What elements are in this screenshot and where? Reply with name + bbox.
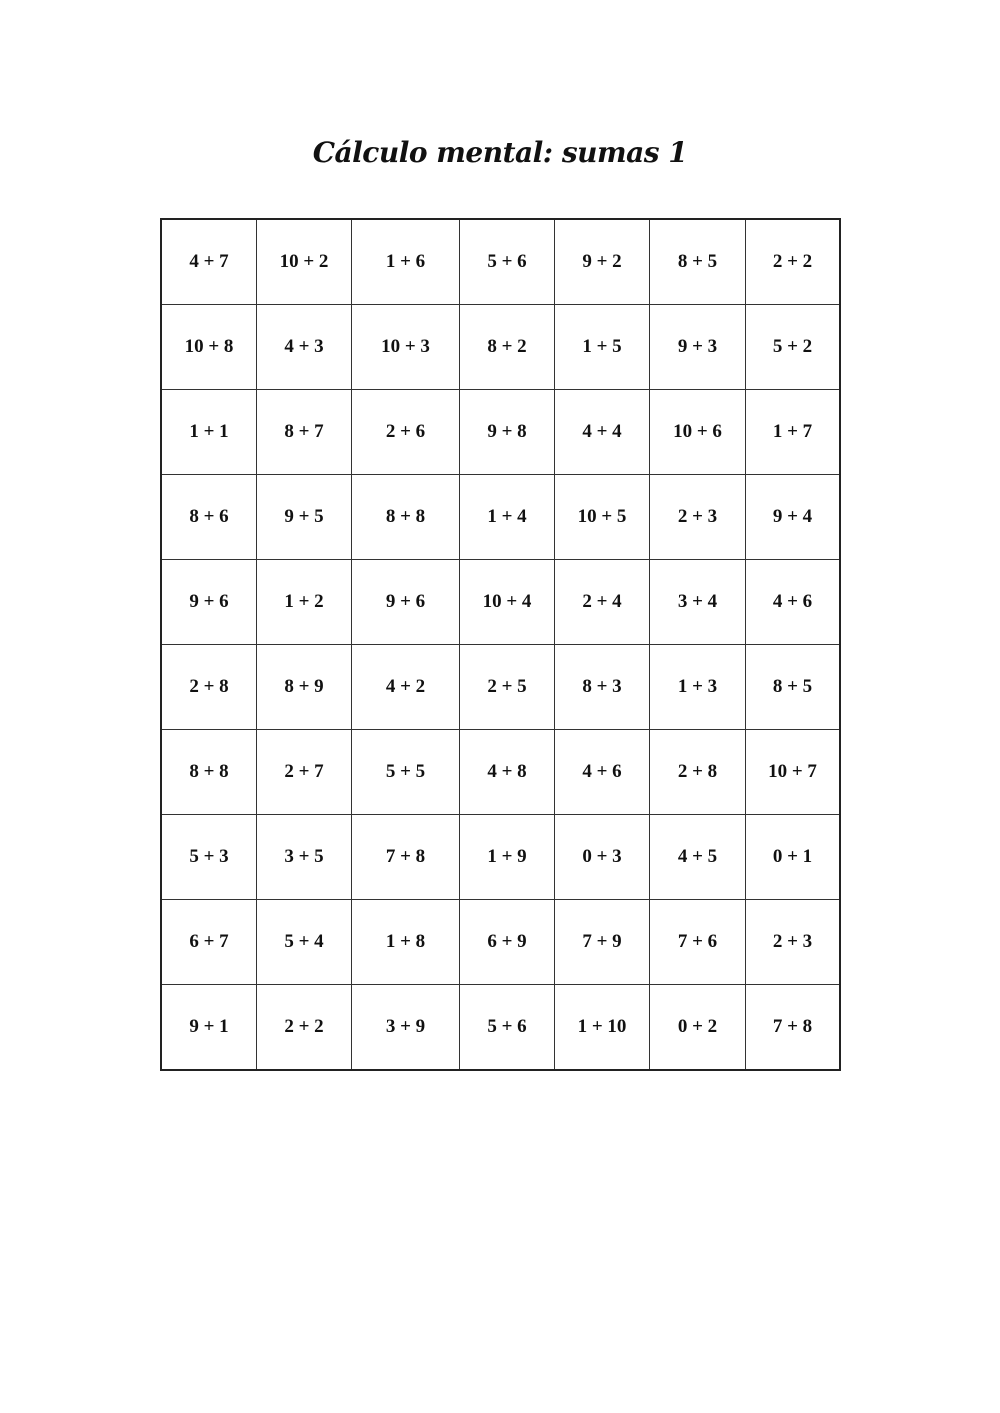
sum-cell: 1 + 5 — [554, 304, 650, 390]
sum-cell: 8 + 7 — [256, 389, 352, 475]
page-title: Cálculo mental: sumas 1 — [312, 136, 688, 169]
sum-cell: 9 + 2 — [554, 218, 650, 305]
sum-cell: 8 + 2 — [459, 304, 555, 390]
sum-cell: 1 + 1 — [160, 389, 257, 475]
sum-cell: 5 + 5 — [351, 729, 460, 815]
sum-cell: 5 + 3 — [160, 814, 257, 900]
sum-cell: 3 + 4 — [649, 559, 746, 645]
sum-cell: 4 + 5 — [649, 814, 746, 900]
sum-cell: 4 + 7 — [160, 218, 257, 305]
sum-cell: 8 + 5 — [745, 644, 841, 730]
sum-cell: 7 + 6 — [649, 899, 746, 985]
sum-cell: 8 + 8 — [351, 474, 460, 560]
sum-cell: 4 + 4 — [554, 389, 650, 475]
sum-cell: 8 + 3 — [554, 644, 650, 730]
sum-cell: 1 + 6 — [351, 218, 460, 305]
sum-cell: 5 + 4 — [256, 899, 352, 985]
sum-cell: 1 + 7 — [745, 389, 841, 475]
sum-cell: 4 + 8 — [459, 729, 555, 815]
sum-cell: 8 + 9 — [256, 644, 352, 730]
sum-cell: 7 + 9 — [554, 899, 650, 985]
sum-cell: 2 + 3 — [649, 474, 746, 560]
sum-cell: 9 + 5 — [256, 474, 352, 560]
sum-cell: 3 + 5 — [256, 814, 352, 900]
sum-cell: 2 + 3 — [745, 899, 841, 985]
sum-cell: 10 + 7 — [745, 729, 841, 815]
sum-cell: 1 + 8 — [351, 899, 460, 985]
sum-cell: 3 + 9 — [351, 984, 460, 1071]
sum-cell: 5 + 2 — [745, 304, 841, 390]
sum-cell: 10 + 4 — [459, 559, 555, 645]
sum-cell: 0 + 1 — [745, 814, 841, 900]
sum-cell: 4 + 3 — [256, 304, 352, 390]
sum-cell: 5 + 6 — [459, 984, 555, 1071]
sum-cell: 2 + 8 — [649, 729, 746, 815]
sum-cell: 2 + 6 — [351, 389, 460, 475]
sum-cell: 10 + 8 — [160, 304, 257, 390]
sum-cell: 8 + 6 — [160, 474, 257, 560]
sum-cell: 10 + 2 — [256, 218, 352, 305]
sum-cell: 2 + 5 — [459, 644, 555, 730]
sum-cell: 4 + 6 — [554, 729, 650, 815]
sum-cell: 9 + 6 — [351, 559, 460, 645]
sum-cell: 10 + 5 — [554, 474, 650, 560]
sum-cell: 8 + 8 — [160, 729, 257, 815]
sum-cell: 10 + 3 — [351, 304, 460, 390]
sum-cell: 1 + 3 — [649, 644, 746, 730]
sum-cell: 9 + 8 — [459, 389, 555, 475]
sum-cell: 0 + 2 — [649, 984, 746, 1071]
sum-cell: 7 + 8 — [351, 814, 460, 900]
sum-cell: 6 + 9 — [459, 899, 555, 985]
sum-cell: 2 + 2 — [745, 218, 841, 305]
sum-cell: 4 + 2 — [351, 644, 460, 730]
sum-cell: 1 + 9 — [459, 814, 555, 900]
sum-cell: 4 + 6 — [745, 559, 841, 645]
sum-cell: 2 + 7 — [256, 729, 352, 815]
sum-cell: 2 + 2 — [256, 984, 352, 1071]
sum-cell: 1 + 4 — [459, 474, 555, 560]
sum-cell: 8 + 5 — [649, 218, 746, 305]
sum-cell: 1 + 2 — [256, 559, 352, 645]
sum-cell: 5 + 6 — [459, 218, 555, 305]
sum-cell: 1 + 10 — [554, 984, 650, 1071]
sum-cell: 10 + 6 — [649, 389, 746, 475]
sum-cell: 0 + 3 — [554, 814, 650, 900]
sum-cell: 2 + 8 — [160, 644, 257, 730]
sum-cell: 9 + 6 — [160, 559, 257, 645]
sum-cell: 9 + 3 — [649, 304, 746, 390]
sum-cell: 6 + 7 — [160, 899, 257, 985]
sum-cell: 2 + 4 — [554, 559, 650, 645]
sum-cell: 9 + 1 — [160, 984, 257, 1071]
sum-cell: 9 + 4 — [745, 474, 841, 560]
sum-cell: 7 + 8 — [745, 984, 841, 1071]
